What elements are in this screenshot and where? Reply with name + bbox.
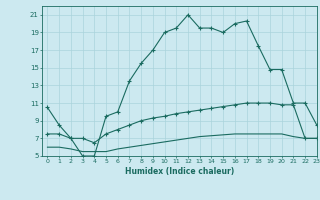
X-axis label: Humidex (Indice chaleur): Humidex (Indice chaleur) (124, 167, 234, 176)
